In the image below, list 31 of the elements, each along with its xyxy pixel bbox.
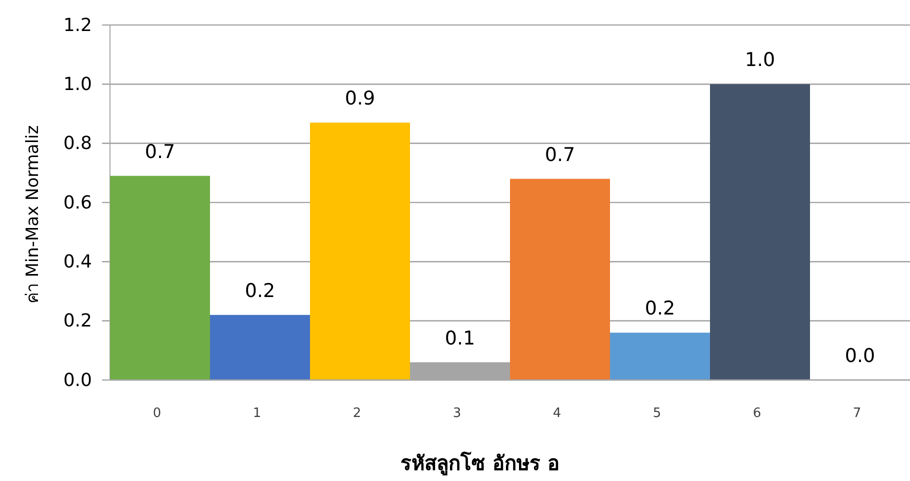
- y-tick-label: 0.4: [63, 251, 92, 272]
- data-label: 0.0: [844, 345, 876, 367]
- y-tick-label: 1.0: [63, 74, 92, 95]
- x-tick-label: 5: [652, 406, 662, 422]
- y-tick-label: 0.0: [63, 370, 92, 391]
- x-tick-label: 4: [552, 406, 562, 422]
- data-label: 0.9: [344, 88, 376, 110]
- bar: [310, 122, 410, 380]
- x-tick-label: 0: [152, 406, 162, 422]
- data-label: 0.7: [544, 144, 576, 166]
- y-tick-label: 0.8: [63, 133, 92, 154]
- x-tick-label: 1: [252, 406, 262, 422]
- x-tick-label: 2: [352, 406, 362, 422]
- data-label: 0.7: [144, 140, 176, 163]
- y-tick-label: 0.2: [63, 310, 92, 332]
- data-label: 0.2: [244, 280, 276, 302]
- y-tick-label: 0.6: [63, 192, 92, 214]
- x-tick-label: 3: [452, 406, 462, 422]
- data-label: 0.1: [444, 327, 476, 350]
- bar: [610, 332, 710, 380]
- bar: [510, 178, 610, 380]
- data-label: 0.2: [644, 298, 676, 320]
- data-label: 1.0: [744, 49, 776, 72]
- bar: [110, 176, 210, 380]
- x-axis-title: รหัสลูกโซ อักษร อ: [400, 451, 560, 477]
- bar: [210, 314, 310, 380]
- x-tick-label: 7: [852, 406, 862, 422]
- y-axis-title: ค่า Min-Max Normaliz: [23, 125, 43, 304]
- x-tick-label: 6: [752, 406, 762, 422]
- bar: [710, 84, 810, 380]
- y-tick-label: 1.2: [63, 14, 92, 36]
